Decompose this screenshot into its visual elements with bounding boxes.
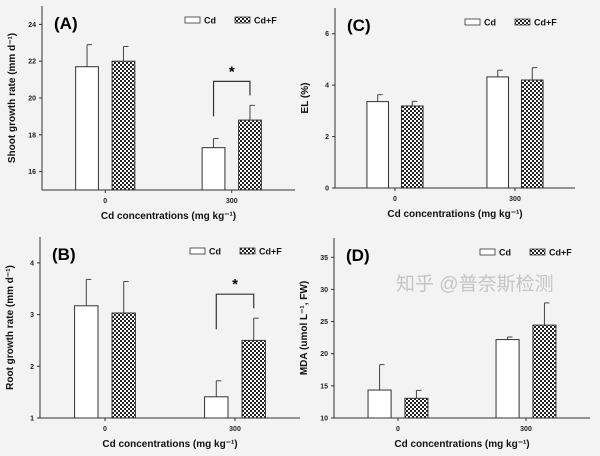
panel-label: (B) bbox=[52, 245, 76, 264]
x-tick-label: 0 bbox=[393, 196, 397, 203]
legend-swatch bbox=[529, 248, 546, 256]
y-tick-label: 10 bbox=[320, 416, 328, 423]
bar-cd-f-0 bbox=[404, 397, 429, 419]
panel-a: 16 18 20 22 24 0 300 * (A) Cd concentrations (mg … bbox=[7, 6, 295, 222]
y-tick-label: 0 bbox=[325, 186, 329, 193]
bar-cd-f-0 bbox=[400, 105, 424, 189]
bar-cd-f-300 bbox=[241, 339, 266, 419]
y-axis-label: EL (%) bbox=[300, 83, 311, 114]
legend-label: Cd bbox=[204, 16, 216, 26]
bar-cd-0 bbox=[74, 305, 99, 419]
x-axis-label: Cd concentrations (mg kg⁻¹) bbox=[387, 209, 522, 220]
legend-swatch bbox=[189, 247, 206, 255]
bar-cd-300 bbox=[204, 396, 229, 419]
legend-swatch bbox=[479, 248, 496, 256]
bar-cd-0 bbox=[367, 389, 392, 419]
bar-cd-f-300 bbox=[238, 119, 262, 191]
y-tick-label: 22 bbox=[28, 59, 36, 66]
significance-asterisk: * bbox=[232, 276, 238, 293]
x-tick-label: 300 bbox=[509, 196, 521, 203]
y-tick-label: 24 bbox=[28, 22, 36, 29]
x-tick-label: 300 bbox=[226, 198, 238, 205]
legend-label: Cd+F bbox=[534, 18, 557, 28]
significance-bracket bbox=[215, 293, 255, 330]
legend-swatch bbox=[514, 18, 531, 26]
legend-label: Cd bbox=[499, 248, 511, 258]
y-tick-label: 2 bbox=[325, 134, 329, 141]
legend-swatch bbox=[184, 16, 201, 24]
y-tick-label: 1 bbox=[30, 416, 34, 423]
panel-b: 1 2 3 4 0 300 * (B) Cd concentrations (mg kg⁻¹) R… bbox=[5, 237, 300, 450]
panel-label: (C) bbox=[347, 16, 371, 35]
y-tick-label: 4 bbox=[325, 83, 329, 90]
x-tick-label: 0 bbox=[103, 198, 107, 205]
panel-d: 10 15 20 25 30 35 0 300 (D) Cd concentrations (mg… bbox=[299, 238, 590, 450]
bar-cd-f-300 bbox=[532, 324, 557, 419]
x-tick-label: 300 bbox=[229, 426, 241, 433]
legend-label: Cd+F bbox=[549, 248, 572, 258]
y-axis-label: MDA (umol L⁻¹, FW) bbox=[299, 281, 310, 375]
x-tick-label: 0 bbox=[103, 426, 107, 433]
x-axis-label: Cd concentrations (mg kg⁻¹) bbox=[394, 439, 529, 450]
bar-cd-f-300 bbox=[520, 79, 544, 189]
y-tick-label: 16 bbox=[28, 169, 36, 176]
y-tick-label: 30 bbox=[320, 287, 328, 294]
bar-cd-300 bbox=[486, 76, 510, 189]
x-tick-label: 300 bbox=[520, 426, 532, 433]
y-tick-label: 3 bbox=[30, 312, 34, 319]
legend-label: Cd+F bbox=[259, 247, 282, 257]
significance-asterisk: * bbox=[229, 63, 235, 80]
x-axis-label: Cd concentrations (mg kg⁻¹) bbox=[102, 439, 237, 450]
y-tick-label: 18 bbox=[28, 132, 36, 139]
legend-label: Cd bbox=[209, 247, 221, 257]
bar-cd-f-0 bbox=[111, 312, 136, 419]
panel-label: (A) bbox=[54, 14, 78, 33]
y-tick-label: 15 bbox=[320, 383, 328, 390]
legend-swatch bbox=[234, 16, 251, 24]
x-tick-label: 0 bbox=[396, 426, 400, 433]
panel-label: (D) bbox=[346, 246, 370, 265]
y-axis-label: Root growth rate (mm d⁻¹) bbox=[5, 265, 16, 390]
bar-cd-f-0 bbox=[111, 60, 136, 191]
legend-label: Cd bbox=[484, 18, 496, 28]
bar-cd-300 bbox=[495, 339, 520, 419]
y-tick-label: 4 bbox=[30, 260, 34, 267]
bar-cd-300 bbox=[201, 147, 226, 191]
legend-swatch bbox=[239, 247, 256, 255]
y-tick-label: 20 bbox=[320, 351, 328, 358]
y-tick-label: 2 bbox=[30, 364, 34, 371]
y-tick-label: 6 bbox=[325, 31, 329, 38]
y-axis-label: Shoot growth rate (mm d⁻¹) bbox=[7, 33, 18, 163]
significance-bracket bbox=[212, 80, 251, 117]
bar-cd-0 bbox=[366, 101, 390, 189]
legend-swatch bbox=[464, 18, 481, 26]
bar-cd-0 bbox=[75, 66, 99, 191]
y-tick-label: 20 bbox=[28, 96, 36, 103]
legend-label: Cd+F bbox=[254, 16, 277, 26]
panel-c: 0 2 4 6 0 300 (C) Cd concentrations (mg kg⁻¹) EL… bbox=[300, 8, 575, 220]
y-tick-label: 35 bbox=[320, 255, 328, 262]
x-axis-label: Cd concentrations (mg kg⁻¹) bbox=[101, 211, 236, 222]
y-tick-label: 25 bbox=[320, 319, 328, 326]
